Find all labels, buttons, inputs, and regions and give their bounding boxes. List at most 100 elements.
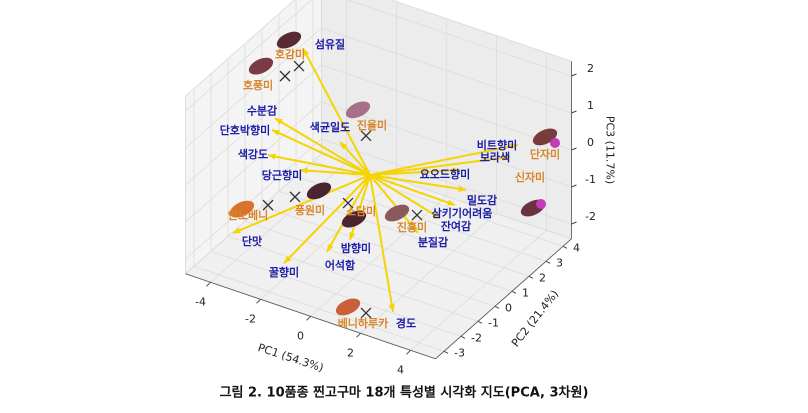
score-label: 호감미 bbox=[275, 47, 305, 61]
arrow-head bbox=[275, 118, 283, 125]
arrow-head bbox=[327, 243, 334, 252]
sweet-potato-icon bbox=[345, 101, 371, 119]
loading-arrow bbox=[369, 174, 456, 206]
loading-label: 단맛 bbox=[242, 234, 262, 248]
loading-label: 보라색 bbox=[480, 150, 510, 164]
score-point bbox=[279, 70, 291, 82]
panes bbox=[184, 0, 573, 360]
grid-line bbox=[185, 101, 572, 223]
arrow-head bbox=[268, 153, 276, 160]
arrow-head bbox=[284, 255, 292, 264]
loading-arrow bbox=[369, 174, 419, 234]
x-tick bbox=[356, 332, 361, 338]
loading-arrow bbox=[267, 154, 371, 176]
grid-line bbox=[227, 58, 479, 322]
loading-label: 섬유질 bbox=[315, 37, 345, 51]
loading-arrow bbox=[299, 169, 371, 176]
grid-line bbox=[193, 88, 445, 352]
x-tick-label: -2 bbox=[245, 312, 256, 325]
grid-line bbox=[410, 52, 547, 351]
x-tick-label: 4 bbox=[397, 363, 404, 376]
loading-label: 밤향미 bbox=[341, 241, 371, 255]
y-tick-label: 0 bbox=[505, 301, 512, 314]
y-tick-label: -2 bbox=[471, 331, 482, 344]
grid-line bbox=[185, 138, 572, 260]
x-tick-label: -4 bbox=[195, 295, 206, 308]
y-tick-label: 2 bbox=[539, 271, 546, 284]
loading-label: 분질감 bbox=[418, 235, 448, 249]
grid-line bbox=[210, 73, 462, 337]
z-tick-label: -1 bbox=[585, 173, 596, 186]
arrow-head bbox=[458, 185, 466, 192]
score-point bbox=[536, 199, 546, 210]
sweet-potato-icon bbox=[276, 31, 302, 49]
z-tick-label: 1 bbox=[587, 99, 594, 112]
score-label: 진율미 bbox=[357, 118, 387, 132]
grid-line bbox=[278, 13, 530, 277]
grid-line bbox=[310, 18, 447, 317]
y-tick-label: 1 bbox=[522, 286, 529, 299]
arrow-head bbox=[303, 48, 310, 57]
z-tick bbox=[571, 147, 577, 151]
loading-label: 꿀향미 bbox=[269, 265, 299, 279]
x-tick bbox=[306, 315, 311, 321]
loading-arrow bbox=[326, 174, 371, 253]
y-tick-label: -1 bbox=[488, 316, 499, 329]
arrow-head bbox=[447, 199, 455, 206]
loading-label: 삼키기어려움 bbox=[432, 206, 493, 220]
arrow-head bbox=[432, 211, 440, 219]
loading-arrow bbox=[369, 174, 441, 219]
score-point bbox=[360, 130, 372, 142]
grid-line bbox=[244, 43, 496, 307]
score-label: 호풍미 bbox=[243, 78, 273, 92]
sweet-potato-icon bbox=[384, 204, 410, 222]
z-tick bbox=[571, 184, 577, 188]
arrow-head bbox=[272, 129, 280, 136]
arrow-head bbox=[233, 227, 241, 234]
z-tick-label: 0 bbox=[587, 136, 594, 149]
z-axis-label: PC3 (11.7%) bbox=[604, 116, 617, 184]
loading-arrow bbox=[339, 141, 371, 176]
loading-arrow bbox=[369, 155, 511, 176]
loading-label: 잔여감 bbox=[441, 219, 471, 233]
loading-label: 비트향미 bbox=[477, 138, 517, 152]
grid-line bbox=[185, 0, 572, 112]
grid-line bbox=[185, 27, 572, 149]
loading-arrow bbox=[349, 174, 371, 241]
score-point bbox=[262, 199, 274, 211]
y-tick bbox=[511, 290, 517, 294]
arrow-head bbox=[510, 143, 518, 150]
arrow-head bbox=[340, 141, 348, 150]
loading-arrow bbox=[369, 169, 461, 176]
score-point bbox=[360, 307, 372, 319]
score-label: 풍원미 bbox=[295, 203, 325, 217]
z-tick bbox=[571, 110, 577, 114]
y-tick bbox=[545, 260, 551, 264]
y-tick bbox=[562, 245, 568, 249]
score-label: 단자미 bbox=[530, 147, 560, 161]
loading-label: 색균일도 bbox=[310, 120, 350, 134]
arrow-head bbox=[300, 167, 308, 174]
axis-line bbox=[435, 238, 572, 360]
side-pane bbox=[185, 0, 322, 275]
grid-line bbox=[295, 0, 547, 262]
loading-label: 색강도 bbox=[238, 147, 268, 161]
loading-arrow bbox=[369, 174, 394, 312]
z-tick-label: -2 bbox=[585, 210, 596, 223]
score-point bbox=[342, 197, 354, 209]
x-tick-label: 2 bbox=[347, 346, 354, 359]
y-tick bbox=[528, 275, 534, 279]
arrow-head bbox=[502, 154, 510, 162]
loading-arrow bbox=[232, 174, 371, 235]
loading-arrow bbox=[271, 128, 371, 176]
y-tick bbox=[494, 305, 500, 309]
axis-line bbox=[185, 273, 436, 360]
loading-label: 밀도감 bbox=[467, 193, 497, 207]
loading-arrow bbox=[369, 143, 519, 176]
score-label: 진홍미 bbox=[397, 220, 427, 234]
y-tick bbox=[443, 350, 449, 354]
x-tick-label: 0 bbox=[297, 329, 304, 342]
y-tick-label: -3 bbox=[454, 346, 465, 359]
sweet-potato-icon bbox=[229, 200, 255, 218]
